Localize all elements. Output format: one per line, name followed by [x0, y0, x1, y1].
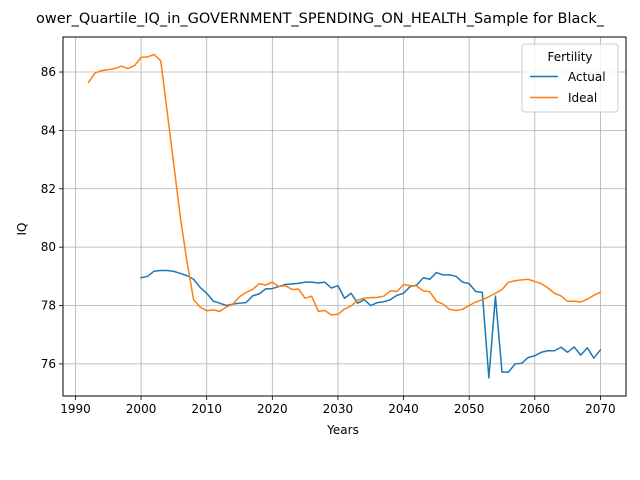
legend: Fertility Actual Ideal	[521, 43, 619, 113]
x-tick-label: 2020	[257, 402, 288, 416]
y-tick-label: 86	[41, 65, 56, 79]
series-lines	[87, 53, 602, 379]
legend-box	[521, 43, 619, 113]
x-axis-label: Years	[326, 423, 359, 437]
y-axis-label: IQ	[15, 223, 29, 236]
y-tick-label: 80	[41, 240, 56, 254]
y-tick-label: 84	[41, 123, 56, 137]
x-tick-label: 2030	[323, 402, 354, 416]
legend-label-actual: Actual	[568, 70, 606, 84]
axis-ticks: 1990 2000 2010 2020 2030 2040 2050 2060 2070 76 78…	[41, 65, 616, 416]
series-line-ideal	[87, 53, 602, 316]
y-tick-label: 82	[41, 182, 56, 196]
chart-title: ower_Quartile_IQ_in_GOVERNMENT_SPENDING_…	[36, 11, 605, 27]
x-tick-label: 2050	[454, 402, 485, 416]
x-tick-label: 2060	[520, 402, 551, 416]
plot-area-frame	[62, 36, 627, 397]
legend-title: Fertility	[547, 50, 592, 64]
y-tick-label: 78	[41, 299, 56, 313]
x-tick-label: 2000	[126, 402, 157, 416]
y-tick-label: 76	[41, 357, 56, 371]
series-line-actual	[140, 269, 602, 379]
legend-label-ideal: Ideal	[568, 91, 597, 105]
x-tick-label: 2040	[388, 402, 419, 416]
x-tick-label: 1990	[60, 402, 91, 416]
x-tick-label: 2010	[191, 402, 222, 416]
x-tick-label: 2070	[585, 402, 616, 416]
